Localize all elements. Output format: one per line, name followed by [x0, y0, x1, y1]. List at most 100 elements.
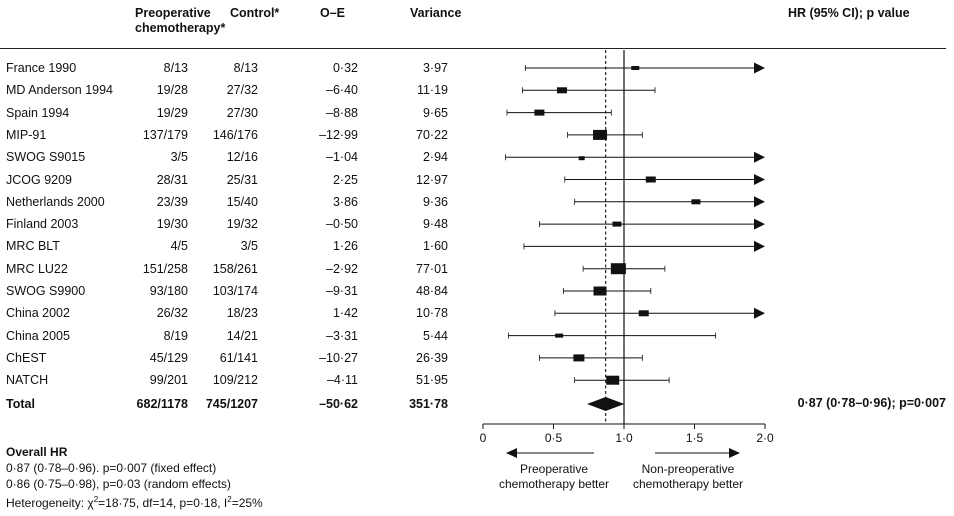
- control-count: 103/174: [212, 284, 258, 298]
- oe-value: –12·99: [319, 127, 358, 142]
- het-sup2: 2: [227, 495, 232, 504]
- summary-random: 0·86 (0·75–0·98), p=0·03 (random effects…: [6, 477, 231, 491]
- x-tick-label: 1·0: [615, 431, 633, 445]
- pre-count: 8/13: [163, 61, 188, 75]
- summary-title: Overall HR: [6, 445, 68, 459]
- left-direction-arrowhead: [506, 448, 517, 458]
- oe-value: 1·42: [332, 306, 358, 321]
- pre-count: 3/5: [170, 150, 188, 165]
- variance-value: 77·01: [416, 261, 448, 276]
- control-count: 15/40: [226, 194, 258, 209]
- het-sup: 2: [93, 495, 99, 504]
- total-row: Total 682/1178 745/1207 –50·62 351·78: [0, 393, 500, 415]
- table-row: JCOG 9209 28/31 25/31 2·25 12·97: [0, 169, 500, 191]
- study-name: ChEST: [6, 350, 47, 365]
- header-pre-line2: chemotherapy*: [135, 21, 226, 35]
- oe-value: –8·88: [326, 105, 358, 120]
- total-diamond: [586, 397, 625, 411]
- summary-heterogeneity: Heterogeneity: χ2=18·75, df=14, p=0·18, …: [6, 492, 263, 511]
- study-name: Spain 1994: [6, 105, 70, 120]
- hr-box: [593, 129, 608, 140]
- oe-value: –6·40: [326, 83, 358, 98]
- table-row: SWOG S9015 3/5 12/16 –1·04 2·94: [0, 146, 500, 168]
- total-hr-text: 0·87 (0·78–0·96); p=0·007: [797, 396, 946, 410]
- x-tick-label: 0·5: [545, 431, 563, 445]
- het-prefix: Heterogeneity: χ: [6, 496, 94, 510]
- header-control: Control*: [230, 6, 280, 20]
- hr-box: [556, 87, 567, 94]
- study-name: SWOG S9015: [6, 150, 86, 165]
- control-count: 109/212: [212, 373, 258, 388]
- control-count: 19/32: [226, 217, 258, 232]
- control-count: 8/13: [233, 61, 258, 75]
- study-name: MD Anderson 1994: [6, 83, 114, 98]
- study-name: France 1990: [6, 61, 77, 75]
- table-row: China 2005 8/19 14/21 –3·31 5·44: [0, 325, 500, 347]
- oe-value: –50·62: [319, 397, 358, 411]
- pre-count: 93/180: [149, 284, 188, 298]
- header-rule: [0, 48, 946, 49]
- oe-value: 0·32: [332, 61, 358, 75]
- hr-box: [534, 109, 545, 116]
- x-tick-label: 2·0: [756, 431, 774, 445]
- het-end: =25%: [231, 496, 263, 510]
- oe-value: –3·31: [326, 328, 358, 343]
- variance-value: 9·36: [422, 194, 448, 209]
- oe-value: 2·25: [332, 172, 358, 187]
- oe-value: –2·92: [326, 261, 358, 276]
- pre-count: 4/5: [170, 239, 188, 254]
- right-direction-arrowhead: [729, 448, 740, 458]
- control-count: 158/261: [212, 261, 258, 276]
- variance-value: 3·97: [422, 61, 448, 75]
- summary-fixed: 0·87 (0·78–0·96). p=0·007 (fixed effect): [6, 461, 217, 475]
- pre-count: 137/179: [142, 127, 188, 142]
- hr-box: [573, 354, 585, 362]
- control-count: 14/21: [226, 328, 258, 343]
- pre-count: 682/1178: [136, 397, 188, 411]
- header-pre-line1: Preoperative: [135, 6, 211, 20]
- direction-label-left: Preoperative chemotherapy better: [494, 462, 614, 492]
- ci-arrow: [754, 196, 765, 208]
- direction-label-right: Non-preoperative chemotherapy better: [628, 462, 748, 492]
- oe-value: –4·11: [326, 373, 358, 388]
- table-row: MIP-91 137/179 146/176 –12·99 70·22: [0, 124, 500, 146]
- table-row: Finland 2003 19/30 19/32 –0·50 9·48: [0, 213, 500, 235]
- control-count: 61/141: [219, 350, 258, 365]
- direction-label-left-text: Preoperative chemotherapy better: [498, 462, 610, 491]
- variance-value: 351·78: [409, 397, 448, 411]
- header-pre: Preoperative chemotherapy*: [135, 6, 225, 36]
- hr-box: [606, 375, 620, 385]
- ci-arrow: [754, 151, 765, 163]
- x-tick-label: 1·5: [686, 431, 704, 445]
- variance-value: 9·65: [422, 105, 448, 120]
- hr-box: [578, 156, 585, 161]
- table-row: China 2002 26/32 18/23 1·42 10·78: [0, 302, 500, 324]
- pre-count: 19/28: [156, 83, 188, 98]
- pre-count: 45/129: [149, 350, 188, 365]
- study-name: Netherlands 2000: [6, 194, 105, 209]
- hr-box: [631, 66, 640, 70]
- pre-count: 26/32: [156, 306, 188, 321]
- variance-value: 9·48: [422, 217, 448, 232]
- variance-value: 51·95: [416, 373, 448, 388]
- het-suffix: =18·75, df=14, p=0·18, I: [98, 496, 228, 510]
- pre-count: 99/201: [149, 373, 188, 388]
- study-name: MRC BLT: [6, 239, 60, 254]
- x-tick-label: 0: [480, 431, 487, 445]
- table-row: Spain 1994 19/29 27/30 –8·88 9·65: [0, 102, 500, 124]
- variance-value: 70·22: [416, 127, 448, 142]
- ci-arrow: [754, 218, 765, 230]
- oe-value: –0·50: [326, 217, 358, 232]
- hr-box: [555, 333, 564, 338]
- header-oe: O–E: [320, 6, 346, 20]
- study-name: NATCH: [6, 373, 49, 388]
- pre-count: 8/19: [163, 328, 188, 343]
- variance-value: 26·39: [416, 350, 448, 365]
- oe-value: 3·86: [332, 194, 358, 209]
- ci-arrow: [754, 174, 765, 185]
- hr-box: [638, 310, 649, 317]
- oe-value: –1·04: [326, 150, 358, 165]
- study-name: MIP-91: [6, 127, 47, 142]
- hr-box: [593, 286, 607, 296]
